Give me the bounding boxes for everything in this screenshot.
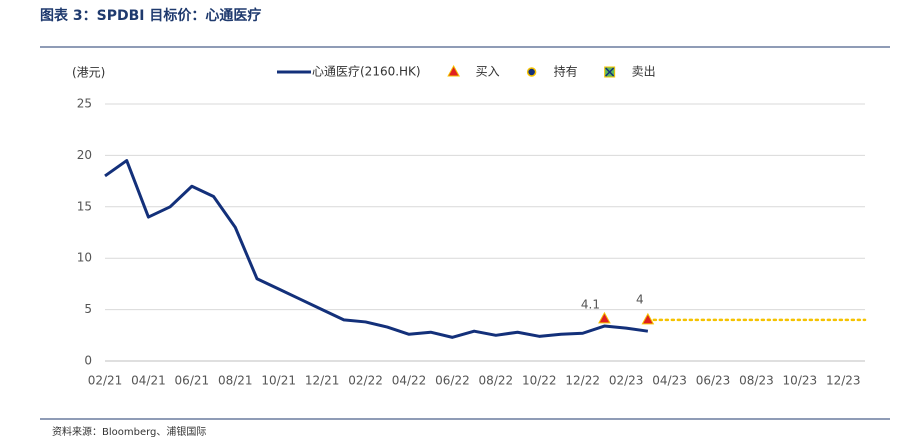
legend-label: 持有 [554, 64, 578, 79]
x-tick-label: 06/23 [696, 374, 731, 388]
legend-label: 心通医疗(2160.HK) [312, 65, 421, 79]
x-tick-label: 04/21 [131, 374, 166, 388]
y-tick-label: 5 [84, 302, 92, 316]
marker-cross [605, 67, 615, 77]
signal-marker [641, 312, 655, 325]
x-tick-label: 08/22 [479, 374, 514, 388]
price-line [104, 159, 649, 339]
x-tick-label: 04/22 [392, 374, 427, 388]
x-tick-label: 02/23 [609, 374, 644, 388]
y-tick-label: 25 [77, 97, 92, 111]
x-tick-label: 10/23 [783, 374, 818, 388]
legend-label: 买入 [476, 65, 500, 79]
source: 资料来源：Bloomberg、浦银国际 [52, 425, 206, 438]
title: 图表 3：SPDBI 目标价：心通医疗 [40, 7, 261, 24]
y-axis-label: (港元) [72, 66, 105, 80]
x-tick-label: 12/21 [305, 374, 340, 388]
x-tick-label: 04/23 [652, 374, 687, 388]
legend-swatch [526, 67, 537, 77]
legend-label: 卖出 [632, 65, 656, 79]
x-tick-label: 10/21 [261, 374, 296, 388]
legend-swatch [447, 64, 460, 77]
x-tick-label: 12/22 [565, 374, 600, 388]
y-tick-label: 0 [84, 354, 92, 368]
value-label: 4 [636, 292, 644, 306]
x-tick-label: 08/23 [739, 374, 774, 388]
signal-marker [598, 311, 611, 324]
x-tick-label: 02/21 [88, 374, 123, 388]
x-tick-label: 08/21 [218, 374, 253, 388]
y-tick-label: 15 [77, 199, 92, 213]
x-tick-label: 10/22 [522, 374, 557, 388]
legend-swatch [604, 66, 616, 78]
x-tick-label: 12/23 [826, 374, 861, 388]
y-tick-label: 20 [77, 148, 92, 162]
x-tick-label: 06/22 [435, 374, 470, 388]
x-tick-label: 02/22 [348, 374, 383, 388]
y-tick-label: 10 [77, 251, 92, 265]
x-tick-label: 06/21 [175, 374, 210, 388]
value-label: 4.1 [581, 297, 600, 311]
